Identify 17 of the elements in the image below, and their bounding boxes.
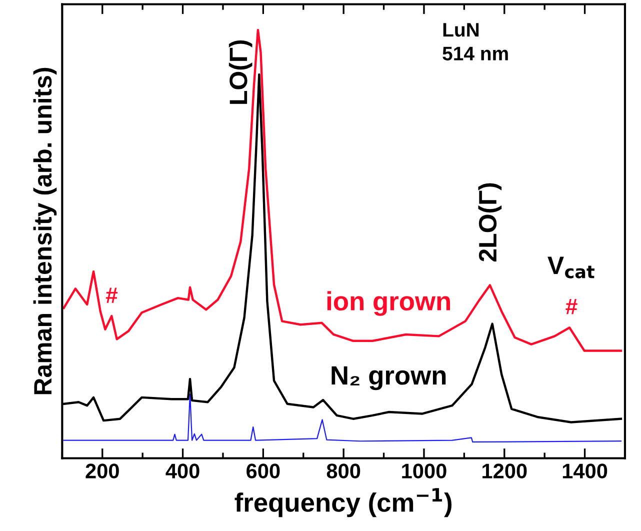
x-tick-label: 1200 xyxy=(482,464,527,478)
x-tick-label: 400 xyxy=(166,464,200,478)
annotation: 2LO(Γ) xyxy=(478,183,502,262)
x-tick-label: 600 xyxy=(246,464,280,478)
annotation: LO(Γ) xyxy=(228,40,252,104)
annotation: V$_{cat}$ xyxy=(548,256,594,278)
annotation: # xyxy=(106,288,118,303)
x-axis-title: frequency (cm$^{−1}$) xyxy=(234,488,452,518)
x-tick-label: 1400 xyxy=(562,464,608,478)
x-tick-label: 1000 xyxy=(402,464,446,478)
x-tick-label: 800 xyxy=(326,464,360,478)
y-axis-title: Raman intensity (arb. units) xyxy=(33,68,57,394)
annotation: LuN 514 nm xyxy=(442,23,508,60)
series-label: ion grown xyxy=(327,291,450,316)
annotation: # xyxy=(566,299,578,314)
series-label: N₂ grown xyxy=(332,366,446,390)
x-tick-label: 200 xyxy=(86,464,119,478)
